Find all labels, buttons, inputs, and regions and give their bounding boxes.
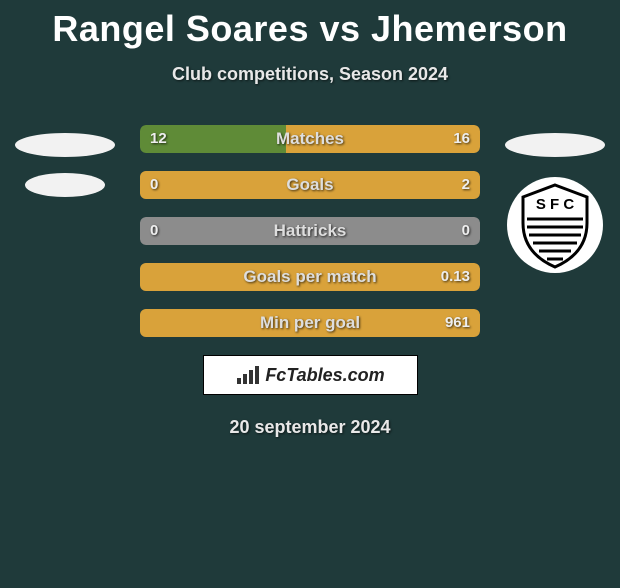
team-logo-ellipse xyxy=(505,133,605,157)
stat-value-left: 0 xyxy=(140,217,168,245)
stat-label: Hattricks xyxy=(140,217,480,245)
stat-row: Matches12 16 xyxy=(140,125,480,153)
stat-row: Hattricks0 0 xyxy=(140,217,480,245)
brand-badge: FcTables.com xyxy=(203,355,418,395)
stats-bars: Matches1216Goals02Hattricks00Goals per m… xyxy=(140,125,480,337)
stat-value-right: 16 xyxy=(443,125,480,153)
sfc-crest-logo: S F C xyxy=(505,175,605,275)
stat-label: Goals per match xyxy=(140,263,480,291)
report-date: 20 september 2024 xyxy=(0,417,620,438)
stat-label: Matches xyxy=(140,125,480,153)
page-title: Rangel Soares vs Jhemerson xyxy=(0,8,620,50)
stat-row: Goals per match0.13 xyxy=(140,263,480,291)
stat-row: Goals0 2 xyxy=(140,171,480,199)
stat-value-right: 2 xyxy=(452,171,480,199)
stat-value-left: 0 xyxy=(140,171,168,199)
team-logo-ellipse xyxy=(15,133,115,157)
stat-row: Min per goal961 xyxy=(140,309,480,337)
left-team-logos xyxy=(10,117,120,213)
brand-text: FcTables.com xyxy=(265,365,384,386)
svg-text:S F C: S F C xyxy=(536,196,575,213)
stat-value-left: 12 xyxy=(140,125,177,153)
stat-label: Goals xyxy=(140,171,480,199)
stat-value-left xyxy=(140,263,160,291)
stat-value-right: 0 xyxy=(452,217,480,245)
comparison-panel: S F C Matches1216Goals02Hattricks00Goals… xyxy=(0,125,620,438)
right-team-logos: S F C xyxy=(500,117,610,275)
subtitle: Club competitions, Season 2024 xyxy=(0,64,620,85)
bar-chart-icon xyxy=(235,364,261,386)
stat-value-right: 961 xyxy=(435,309,480,337)
stat-value-left xyxy=(140,309,160,337)
stat-value-right: 0.13 xyxy=(431,263,480,291)
team-logo-ellipse xyxy=(25,173,105,197)
stat-label: Min per goal xyxy=(140,309,480,337)
